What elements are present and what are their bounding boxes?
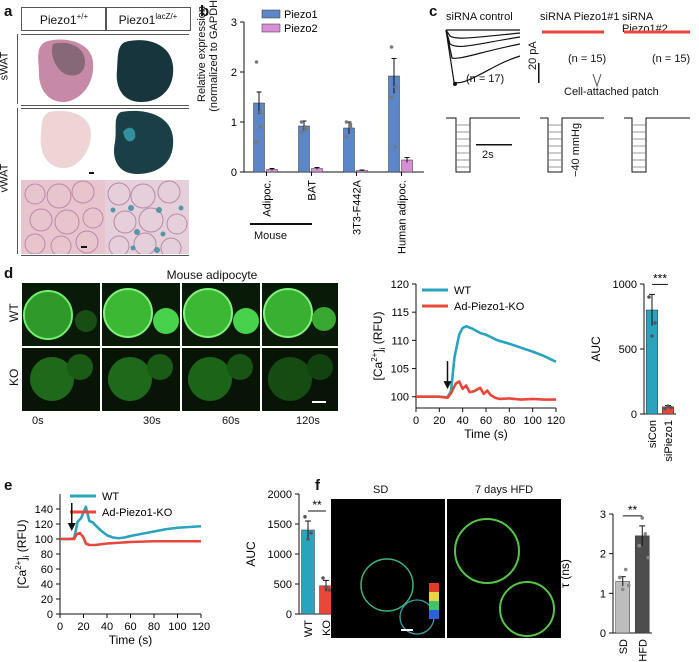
histology-lacz <box>105 180 189 254</box>
col2-label: Piezo1 <box>118 13 156 27</box>
b-ytick-label: 0 <box>231 167 237 179</box>
mouse-label: Mouse <box>254 230 288 242</box>
b-point <box>393 145 398 149</box>
col1-label: Piezo1 <box>39 13 77 27</box>
b-xtick-label: BAT <box>307 180 319 201</box>
vwat-row <box>21 108 189 256</box>
b-point <box>348 122 353 127</box>
chart-b: 0 1 2 3 Adipoc. BAT 3T3-F442A Human adipoc. Piez… <box>231 9 424 254</box>
control-traces <box>445 29 521 84</box>
panel-label-d: d <box>4 265 14 282</box>
vwat-lacz-tissue <box>113 110 174 174</box>
hfd-cell-2 <box>499 581 555 637</box>
b-legend-label: Piezo1 <box>284 9 318 21</box>
d-micrographs <box>22 283 338 411</box>
vwat-wt-tissue <box>40 110 91 169</box>
d-title: Mouse adipocyte <box>166 268 258 282</box>
col2-sup: lacZ/+ <box>155 12 178 21</box>
b-legend-swatch <box>261 9 281 19</box>
c-cond-2: siRNA Piezo1#1 <box>540 11 620 23</box>
b-xtick-label: Human adipoc. <box>397 180 409 254</box>
pressure-protocols <box>446 117 690 173</box>
b-ytick-label: 2 <box>231 67 237 79</box>
b-legend-label: Piezo2 <box>284 23 318 35</box>
b-point <box>393 85 398 89</box>
histology-wt <box>21 180 105 254</box>
b-point <box>303 125 308 129</box>
c-n-1: (n = 17) <box>466 73 505 85</box>
f-micrographs <box>331 499 561 638</box>
b-point <box>258 110 263 114</box>
f-cond-hfd: 7 days HFD <box>475 484 534 496</box>
col1-sup: +/+ <box>76 12 89 21</box>
c-n-3: (n = 15) <box>652 53 691 65</box>
d-time-60: 60s <box>222 415 240 427</box>
hfd-cell-1 <box>454 518 520 584</box>
d-time-30: 30s <box>143 415 161 427</box>
b-point <box>348 125 353 129</box>
b-point <box>299 120 304 124</box>
b-point <box>389 45 394 49</box>
swat-lacz-tissue <box>116 40 174 102</box>
c-cond-1: siRNA control <box>446 11 513 23</box>
b-ytick-label: 3 <box>231 17 237 29</box>
panel-label-a: a <box>4 3 13 20</box>
b-point <box>299 130 304 134</box>
d-time-120: 120s <box>296 415 320 427</box>
swat-row <box>21 34 189 106</box>
b-point <box>258 125 263 129</box>
panel-label-b: b <box>200 3 210 20</box>
b-point <box>344 135 349 139</box>
panel-label-f: f <box>315 477 320 494</box>
d-time-0: 0s <box>32 415 44 427</box>
b-legend-swatch <box>261 23 281 33</box>
scale-bar <box>89 172 94 174</box>
b-point <box>389 95 394 99</box>
c-scale-time: 2s <box>482 149 494 161</box>
ko-frames <box>22 348 338 411</box>
panel-label-e: e <box>4 477 13 494</box>
col-header-wt: Piezo1+/+ <box>21 7 107 31</box>
c-n-2: (n = 15) <box>568 53 607 65</box>
f-cond-sd: SD <box>373 484 389 496</box>
b-point <box>344 120 349 124</box>
c-patch-label: Cell-attached patch <box>564 86 659 98</box>
wt-frames <box>22 283 338 346</box>
tissue-images <box>21 39 189 254</box>
b-ytick-label: 1 <box>231 117 237 129</box>
d-scale-bar <box>312 401 326 403</box>
panel-label-c: c <box>429 3 438 20</box>
sd-cell-1 <box>360 558 414 612</box>
pipette-icon <box>592 73 602 88</box>
b-xtick-label: Adipoc. <box>262 180 274 217</box>
b-point <box>303 127 308 132</box>
c-traces <box>445 29 690 173</box>
b-point <box>254 140 259 144</box>
b-xtick-label: 3T3-F442A <box>352 179 364 235</box>
col-header-lacz: Piezo1lacZ/+ <box>105 7 191 31</box>
b-point <box>254 60 259 64</box>
